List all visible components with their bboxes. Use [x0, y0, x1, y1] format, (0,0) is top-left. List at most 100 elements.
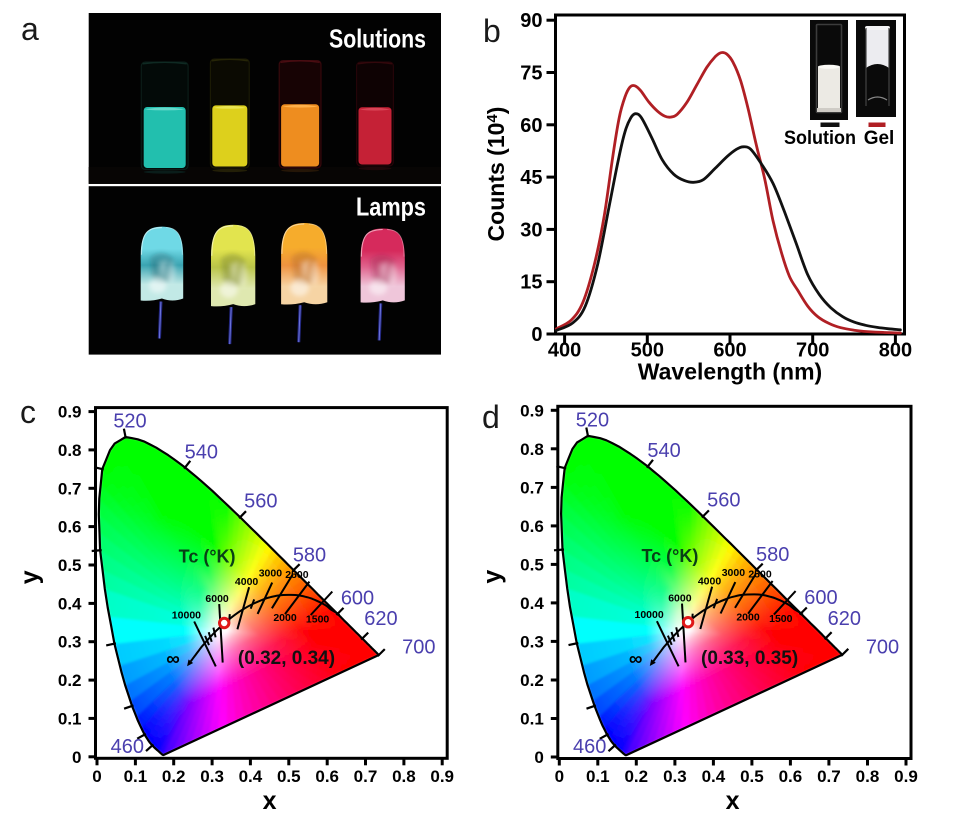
svg-text:0.6: 0.6	[315, 767, 339, 786]
svg-text:y: y	[478, 570, 506, 584]
svg-text:45: 45	[520, 167, 542, 189]
svg-text:0.3: 0.3	[200, 767, 224, 786]
svg-text:0.7: 0.7	[354, 767, 378, 786]
svg-text:0.5: 0.5	[58, 556, 82, 575]
svg-text:y: y	[16, 570, 44, 584]
svg-text:0.6: 0.6	[58, 518, 82, 537]
svg-text:540: 540	[647, 440, 680, 462]
svg-text:0.4: 0.4	[702, 767, 726, 786]
svg-text:4000: 4000	[235, 576, 259, 588]
svg-text:0.5: 0.5	[277, 767, 301, 786]
svg-text:460: 460	[111, 736, 144, 758]
svg-text:0: 0	[92, 767, 101, 786]
svg-text:580: 580	[293, 545, 326, 567]
svg-text:b: b	[483, 13, 501, 49]
svg-text:460: 460	[573, 736, 606, 758]
svg-text:600: 600	[804, 587, 837, 609]
svg-text:15: 15	[520, 272, 542, 294]
svg-text:6000: 6000	[205, 593, 229, 605]
svg-text:4000: 4000	[698, 575, 722, 587]
svg-text:2000: 2000	[736, 612, 760, 624]
svg-text:0.4: 0.4	[58, 594, 82, 613]
svg-text:540: 540	[185, 441, 218, 463]
svg-text:0.8: 0.8	[392, 767, 416, 786]
svg-text:Solutions: Solutions	[329, 24, 426, 54]
svg-text:75: 75	[520, 63, 542, 85]
svg-text:620: 620	[364, 608, 397, 630]
svg-text:520: 520	[576, 409, 609, 431]
svg-text:Tc (°K): Tc (°K)	[641, 546, 698, 566]
svg-text:0.1: 0.1	[520, 710, 544, 729]
svg-text:0.8: 0.8	[58, 441, 82, 460]
svg-text:0: 0	[72, 748, 81, 767]
svg-text:0: 0	[534, 748, 543, 767]
svg-text:Lamps: Lamps	[356, 192, 426, 222]
svg-text:Wavelength (nm): Wavelength (nm)	[638, 359, 822, 385]
svg-text:0.6: 0.6	[520, 517, 544, 536]
svg-text:700: 700	[866, 636, 899, 658]
svg-text:0: 0	[531, 324, 542, 346]
svg-text:580: 580	[756, 544, 789, 566]
svg-text:0.3: 0.3	[663, 767, 687, 786]
svg-text:0.2: 0.2	[624, 767, 648, 786]
svg-text:600: 600	[713, 340, 746, 362]
svg-text:∞: ∞	[629, 649, 643, 670]
svg-text:0.2: 0.2	[162, 767, 186, 786]
svg-text:2500: 2500	[748, 568, 772, 580]
svg-text:Solution: Solution	[784, 128, 856, 149]
svg-text:0.7: 0.7	[817, 767, 841, 786]
svg-text:0.1: 0.1	[586, 767, 610, 786]
svg-text:3000: 3000	[259, 568, 283, 580]
svg-text:Tc (°K): Tc (°K)	[179, 547, 236, 567]
svg-text:60: 60	[520, 115, 542, 137]
svg-text:400: 400	[548, 340, 581, 362]
svg-text:1500: 1500	[306, 614, 330, 626]
svg-text:620: 620	[828, 608, 861, 630]
svg-text:0.5: 0.5	[520, 555, 544, 574]
svg-text:(0.33, 0.35): (0.33, 0.35)	[701, 648, 798, 669]
svg-text:0.5: 0.5	[740, 767, 764, 786]
svg-text:d: d	[482, 399, 500, 435]
svg-text:1500: 1500	[769, 613, 793, 625]
svg-text:560: 560	[707, 490, 740, 512]
svg-text:0.4: 0.4	[520, 594, 544, 613]
svg-text:0.1: 0.1	[124, 767, 148, 786]
svg-text:700: 700	[402, 637, 435, 659]
svg-text:700: 700	[796, 340, 829, 362]
svg-text:10000: 10000	[172, 609, 201, 621]
svg-text:0.3: 0.3	[520, 632, 544, 651]
svg-text:0: 0	[555, 767, 564, 786]
svg-text:800: 800	[879, 340, 912, 362]
svg-text:0.9: 0.9	[894, 767, 918, 786]
svg-text:500: 500	[631, 340, 664, 362]
svg-text:2000: 2000	[273, 612, 297, 624]
svg-text:x: x	[263, 787, 277, 813]
svg-text:∞: ∞	[166, 649, 180, 670]
svg-text:0.7: 0.7	[520, 478, 544, 497]
svg-text:Gel: Gel	[864, 128, 895, 149]
svg-text:0.2: 0.2	[520, 671, 544, 690]
svg-text:(0.32, 0.34): (0.32, 0.34)	[238, 648, 335, 669]
svg-text:90: 90	[520, 10, 542, 32]
svg-text:0.8: 0.8	[856, 767, 880, 786]
svg-text:0.9: 0.9	[430, 767, 454, 786]
svg-text:560: 560	[244, 490, 277, 512]
svg-text:0.6: 0.6	[779, 767, 803, 786]
svg-text:0.3: 0.3	[58, 633, 82, 652]
svg-text:6000: 6000	[668, 593, 692, 605]
svg-text:3000: 3000	[722, 567, 746, 579]
svg-text:a: a	[21, 11, 39, 47]
svg-text:0.9: 0.9	[58, 403, 82, 422]
svg-text:30: 30	[520, 219, 542, 241]
svg-text:10000: 10000	[634, 609, 663, 621]
svg-text:c: c	[20, 394, 36, 430]
svg-text:x: x	[726, 787, 740, 813]
svg-text:520: 520	[113, 411, 146, 433]
svg-text:0.1: 0.1	[58, 709, 82, 728]
svg-text:2500: 2500	[285, 569, 309, 581]
svg-text:0.4: 0.4	[239, 767, 263, 786]
svg-text:0.8: 0.8	[520, 440, 544, 459]
svg-text:0.9: 0.9	[520, 401, 544, 420]
svg-text:600: 600	[341, 587, 374, 609]
svg-text:0.2: 0.2	[58, 671, 82, 690]
